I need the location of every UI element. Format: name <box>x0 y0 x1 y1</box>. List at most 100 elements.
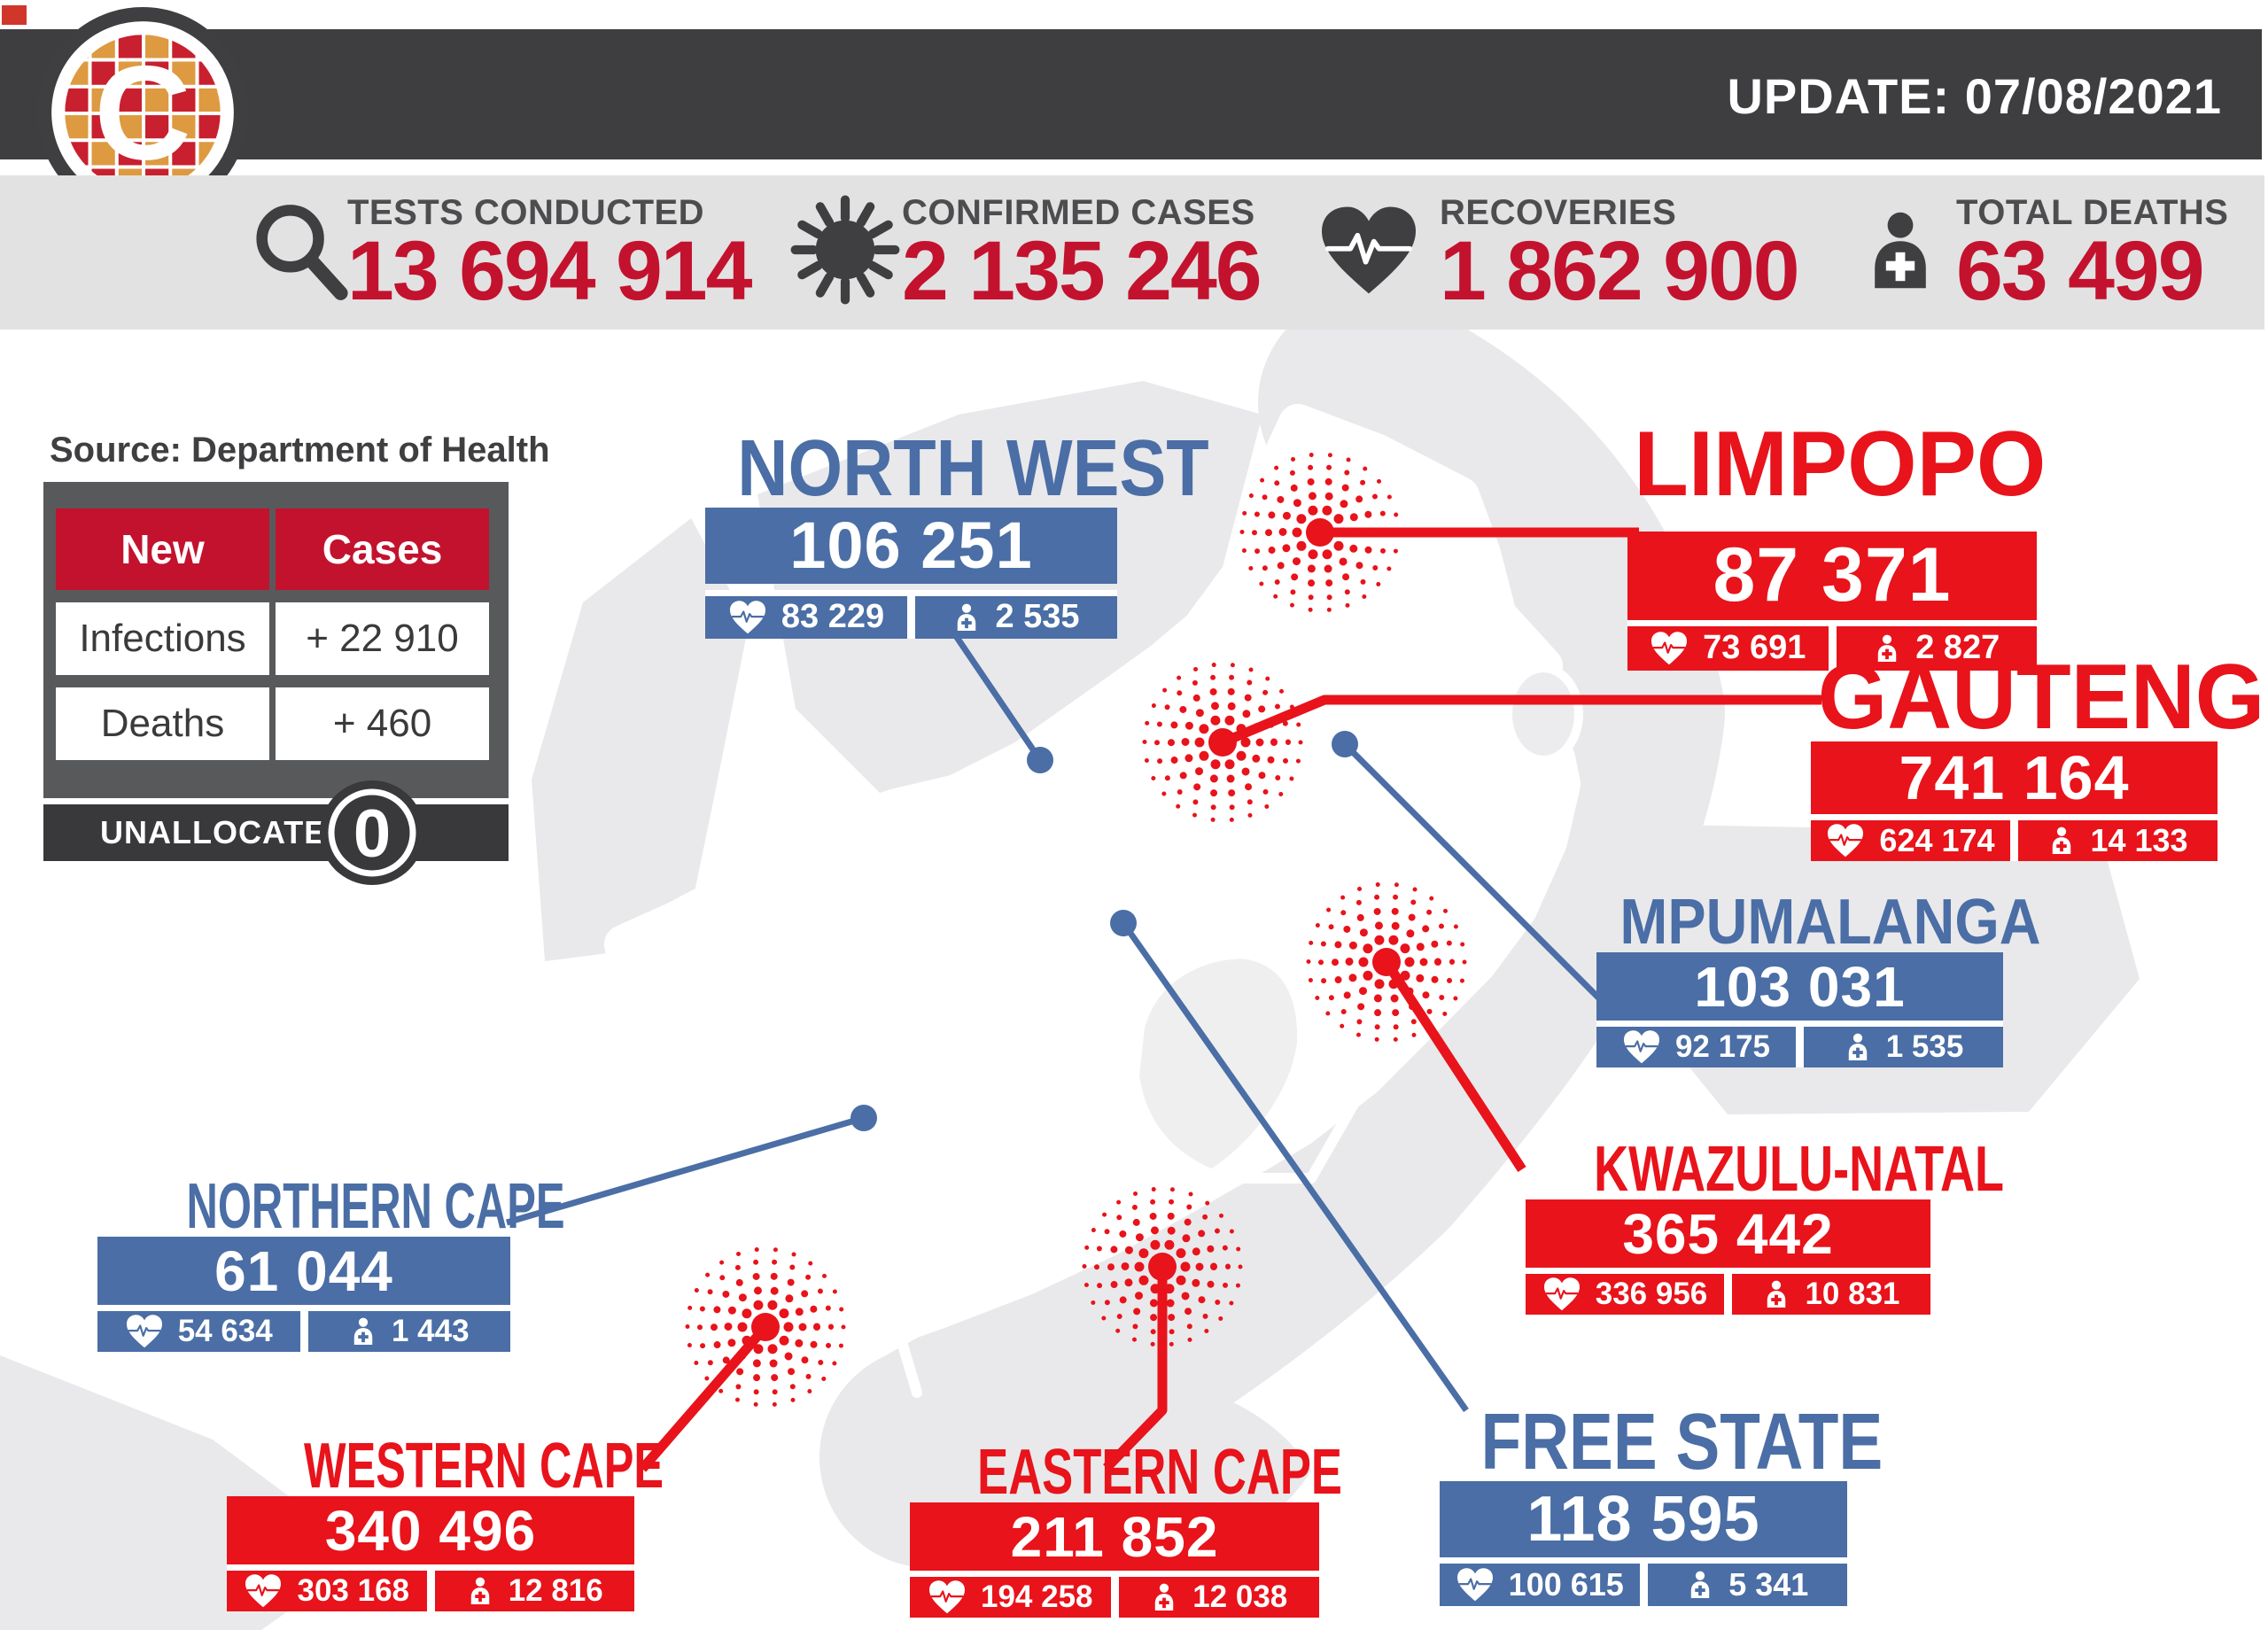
deaths-icon <box>466 1572 494 1610</box>
province-deaths: 12 816 <box>434 1571 634 1612</box>
recoveries-icon <box>1542 1277 1581 1312</box>
province-deaths: 5 341 <box>1647 1563 1847 1606</box>
province-total: 741 164 <box>1811 741 2218 814</box>
province-total: 340 496 <box>227 1496 634 1565</box>
header-bar <box>0 29 2262 159</box>
recoveries-icon <box>1456 1567 1495 1603</box>
virus-icon <box>788 193 902 307</box>
deaths-icon <box>349 1313 377 1350</box>
province-total: 118 595 <box>1440 1480 1847 1557</box>
province-deaths: 1 535 <box>1804 1027 2003 1068</box>
province-deaths: 2 827 <box>1836 625 2037 671</box>
new-cases-table: New Cases Infections + 22 910 Deaths + 4… <box>43 482 509 798</box>
table-row-value: + 460 <box>276 687 489 760</box>
stat-value: 13 694 914 <box>347 224 752 318</box>
table-row-value: + 22 910 <box>276 602 489 675</box>
province-name: MPUMALANGA <box>1619 887 2041 958</box>
deaths-icon <box>1844 1028 1872 1066</box>
connector-free-state <box>1121 920 1469 1413</box>
recoveries-icon <box>1650 631 1689 666</box>
province-name: FREE STATE <box>1480 1398 1884 1486</box>
province-recovered: 194 258 <box>910 1577 1111 1618</box>
stats-bar: TESTS CONDUCTED 13 694 914 CONFIRMED CAS… <box>0 175 2264 330</box>
province-recovered: 336 956 <box>1526 1274 1724 1316</box>
province-label-northern-cape: NORTHERN CAPE 61 044 54 634 1 443 <box>97 1171 565 1353</box>
table-row-label: Infections <box>56 602 269 675</box>
recoveries-icon <box>1622 1029 1661 1065</box>
province-recovered: 100 615 <box>1440 1563 1640 1606</box>
province-name: GAUTENG <box>1817 646 2265 749</box>
unallocated-value: 0 <box>353 796 391 872</box>
recoveries-icon <box>244 1573 283 1609</box>
stat-value: 2 135 246 <box>902 224 1262 318</box>
deaths-icon <box>1686 1566 1714 1603</box>
province-recovered: 303 168 <box>227 1571 427 1612</box>
unallocated-badge: 0 <box>320 780 424 885</box>
stat-value: 1 862 900 <box>1440 224 1800 318</box>
connector-mpumalanga <box>1342 741 1603 1002</box>
province-label-north-west: NORTH WEST 106 251 83 229 2 535 <box>705 424 1209 639</box>
province-label-mpumalanga: MPUMALANGA 103 031 92 175 1 535 <box>1596 887 2041 1068</box>
table-row-label: Deaths <box>56 687 269 760</box>
province-borders <box>646 615 1531 1398</box>
svg-text:C: C <box>94 38 190 188</box>
recoveries-icon <box>125 1314 164 1349</box>
corner-mark <box>2 5 27 25</box>
province-label-kwazulu-natal: KWAZULU-NATAL 365 442 336 956 10 831 <box>1526 1134 2005 1316</box>
province-deaths: 2 535 <box>915 595 1117 639</box>
person-cross-icon <box>1860 197 1940 305</box>
province-recovered: 73 691 <box>1627 625 1829 671</box>
table-header-new: New <box>56 508 269 590</box>
province-total: 103 031 <box>1596 952 2003 1021</box>
magnifier-icon <box>250 200 351 301</box>
marker-mpumalanga <box>1332 731 1358 757</box>
province-recovered: 54 634 <box>97 1311 300 1353</box>
province-deaths: 10 831 <box>1732 1274 1930 1316</box>
province-label-free-state: FREE STATE 118 595 100 615 5 341 <box>1440 1398 1884 1606</box>
province-total: 61 044 <box>97 1237 510 1306</box>
province-total: 106 251 <box>705 507 1117 584</box>
source-label: Source: Department of Health <box>50 431 550 470</box>
table-header-cases: Cases <box>276 508 489 590</box>
province-name: LIMPOPO <box>1634 413 2047 516</box>
province-deaths: 12 038 <box>1118 1577 1319 1618</box>
heart-pulse-icon <box>1317 204 1421 298</box>
marker-north-west <box>1027 747 1053 773</box>
province-label-limpopo: LIMPOPO 87 371 73 691 2 827 <box>1627 413 2047 671</box>
marker-free-state <box>1110 910 1137 936</box>
blue-dot-markers <box>850 731 1358 1131</box>
connector-northern-cape <box>506 1114 865 1226</box>
province-name: WESTERN CAPE <box>304 1431 664 1502</box>
province-label-gauteng: GAUTENG 741 164 624 174 14 133 <box>1811 646 2265 861</box>
province-deaths: 1 443 <box>307 1311 510 1353</box>
deaths-icon <box>2047 822 2076 859</box>
province-total: 87 371 <box>1627 531 2037 620</box>
province-total: 365 442 <box>1526 1199 1930 1269</box>
deaths-icon <box>952 599 981 636</box>
province-recovered: 624 174 <box>1811 819 2010 861</box>
province-label-western-cape: WESTERN CAPE 340 496 303 168 12 816 <box>227 1431 664 1612</box>
recoveries-icon <box>928 1580 967 1615</box>
stat-label: TESTS CONDUCTED <box>347 193 705 232</box>
stat-label: TOTAL DEATHS <box>1956 193 2229 232</box>
update-date: UPDATE: 07/08/2021 <box>1727 68 2222 124</box>
connector-western-cape <box>638 1323 770 1472</box>
stat-value: 63 499 <box>1956 224 2205 318</box>
province-total: 211 852 <box>910 1502 1319 1572</box>
connector-eastern-cape <box>1103 1267 1168 1471</box>
province-name: NORTH WEST <box>737 424 1209 513</box>
province-label-eastern-cape: EASTERN CAPE 211 852 194 258 12 038 <box>910 1437 1342 1618</box>
recoveries-icon <box>1826 823 1865 858</box>
province-name: NORTHERN CAPE <box>186 1171 565 1242</box>
stat-label: CONFIRMED CASES <box>902 193 1255 232</box>
unallocated-bar: UNALLOCATED <box>43 804 509 861</box>
province-name: EASTERN CAPE <box>977 1437 1342 1508</box>
province-deaths: 14 133 <box>2018 819 2218 861</box>
connector-north-west <box>950 629 1043 762</box>
province-name: KWAZULU-NATAL <box>1594 1134 2005 1205</box>
province-recovered: 92 175 <box>1596 1027 1796 1068</box>
unallocated-label: UNALLOCATED <box>100 814 351 850</box>
connector-kwazulu-natal <box>1382 959 1526 1173</box>
deaths-icon <box>1762 1276 1790 1313</box>
